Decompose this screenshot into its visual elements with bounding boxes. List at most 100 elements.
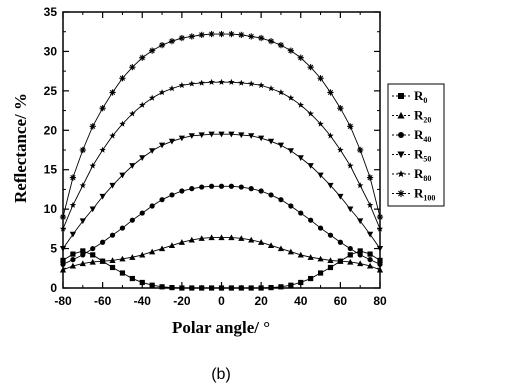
x-tick-label: -20: [173, 294, 191, 308]
data-point: [139, 210, 145, 216]
data-point: [198, 79, 205, 86]
data-point: [158, 142, 166, 149]
square-shape: [218, 285, 225, 291]
figure-caption: (b): [211, 366, 231, 383]
data-point: [79, 146, 86, 154]
data-point: [267, 242, 275, 249]
triangle-down-shape: [109, 182, 116, 189]
triangle-up-shape: [218, 234, 225, 241]
x-tick-label: -40: [134, 294, 152, 308]
triangle-down-shape: [327, 182, 334, 189]
data-point: [218, 30, 225, 38]
data-point: [109, 232, 116, 238]
circle-shape: [179, 188, 185, 194]
data-point: [258, 135, 265, 142]
triangle-up-shape: [337, 258, 344, 264]
data-point: [317, 270, 324, 276]
star-shape: [208, 78, 215, 85]
data-point: [248, 133, 255, 139]
triangle-down-shape: [228, 131, 235, 138]
circle-shape: [199, 184, 205, 190]
asterisk-stroke: [258, 35, 264, 41]
x-tick-label: 80: [373, 294, 387, 308]
y-tick-label: 0: [50, 281, 57, 295]
data-point: [337, 146, 344, 153]
asterisk-stroke: [179, 35, 185, 41]
triangle-down-shape: [99, 193, 106, 200]
asterisk-stroke: [327, 89, 334, 96]
asterisk-stroke: [149, 48, 155, 54]
legend-box: [387, 83, 445, 207]
data-point: [308, 275, 314, 282]
square-shape: [238, 285, 244, 291]
star-shape: [89, 162, 96, 169]
square-shape: [258, 285, 264, 291]
star-shape: [99, 146, 106, 153]
data-point: [70, 251, 76, 257]
circle-shape: [149, 203, 155, 209]
square-shape: [189, 285, 195, 291]
asterisk-stroke: [298, 55, 304, 61]
triangle-up-shape: [129, 254, 136, 260]
triangle-up-shape: [267, 242, 275, 249]
asterisk-stroke: [288, 48, 294, 54]
data-point: [158, 42, 166, 49]
data-point: [327, 264, 334, 271]
data-point: [277, 42, 285, 49]
data-point: [158, 89, 166, 96]
data-point: [366, 201, 374, 208]
y-tick-label: 30: [44, 44, 58, 58]
triangle-up-shape: [397, 111, 405, 119]
star-shape: [178, 81, 186, 89]
data-point: [307, 110, 314, 117]
data-point: [327, 257, 334, 263]
data-point: [357, 146, 364, 154]
triangle-down-shape: [119, 172, 126, 179]
data-point: [129, 254, 136, 260]
data-point: [179, 285, 185, 291]
data-point: [119, 255, 126, 262]
triangle-up-shape: [357, 260, 364, 267]
series-line: [62, 33, 381, 218]
data-point: [80, 248, 86, 254]
data-point: [90, 245, 96, 252]
circle-shape: [119, 225, 126, 231]
triangle-down-shape: [287, 148, 294, 154]
triangle-down-shape: [307, 163, 314, 169]
data-point: [297, 155, 304, 162]
data-point: [189, 186, 195, 192]
circle-shape: [90, 245, 96, 252]
data-point: [248, 236, 255, 243]
data-point: [238, 79, 245, 86]
data-point: [317, 172, 324, 179]
asterisk-stroke: [357, 147, 363, 153]
asterisk-stroke: [189, 33, 195, 40]
data-point: [277, 142, 285, 149]
asterisk-stroke: [129, 64, 135, 70]
data-point: [159, 197, 165, 203]
star-shape: [248, 80, 255, 87]
asterisk-stroke: [169, 38, 175, 44]
data-point: [366, 174, 374, 181]
data-point: [69, 201, 77, 208]
star-shape: [168, 85, 176, 92]
data-point: [357, 260, 364, 267]
data-point: [109, 264, 116, 271]
data-point: [337, 105, 344, 112]
data-point: [208, 30, 215, 38]
data-point: [366, 231, 374, 238]
data-point: [367, 251, 373, 257]
triangle-down-shape: [139, 155, 146, 162]
triangle-down-shape: [149, 148, 156, 154]
data-point: [119, 270, 126, 276]
star-shape: [188, 80, 195, 87]
data-point: [287, 94, 295, 101]
data-point: [357, 252, 363, 258]
star-shape: [148, 94, 156, 101]
data-point: [297, 251, 304, 258]
data-point: [158, 245, 166, 252]
data-point: [169, 285, 175, 291]
data-point: [267, 38, 275, 45]
data-point: [59, 245, 67, 252]
data-point: [327, 232, 334, 238]
